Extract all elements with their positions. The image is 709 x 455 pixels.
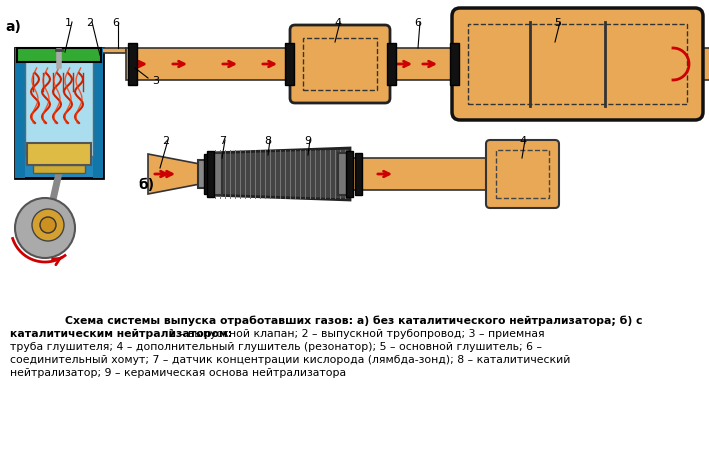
- Text: б): б): [138, 178, 154, 192]
- Bar: [338, 153, 350, 195]
- Bar: [303, 38, 377, 90]
- Bar: [450, 43, 459, 85]
- Text: 2: 2: [162, 136, 169, 146]
- Circle shape: [15, 198, 75, 258]
- Text: Схема системы выпуска отработавших газов: а) без каталитического нейтрализатора;: Схема системы выпуска отработавших газов…: [65, 316, 643, 327]
- Text: 2: 2: [86, 18, 94, 28]
- Text: 4: 4: [335, 18, 342, 28]
- Text: труба глушителя; 4 – дополнительный глушитель (резонатор); 5 – основной глушител: труба глушителя; 4 – дополнительный глуш…: [10, 342, 542, 352]
- Bar: [207, 151, 214, 197]
- Bar: [25, 56, 93, 156]
- Bar: [204, 154, 210, 194]
- Bar: [385, 48, 460, 80]
- Bar: [496, 150, 549, 198]
- Bar: [198, 160, 206, 188]
- Bar: [101, 48, 126, 53]
- Bar: [210, 153, 222, 195]
- Text: 3: 3: [152, 76, 159, 86]
- Text: а): а): [5, 20, 21, 34]
- FancyBboxPatch shape: [486, 140, 559, 208]
- Circle shape: [32, 209, 64, 241]
- Polygon shape: [210, 148, 350, 200]
- Circle shape: [40, 217, 56, 233]
- Text: 6: 6: [113, 18, 120, 28]
- Bar: [27, 143, 91, 165]
- Text: 8: 8: [264, 136, 272, 146]
- Polygon shape: [148, 154, 200, 194]
- Text: нейтрализатор; 9 – керамическая основа нейтрализатора: нейтрализатор; 9 – керамическая основа н…: [10, 368, 346, 378]
- Bar: [15, 48, 103, 178]
- Bar: [128, 43, 137, 85]
- Bar: [15, 48, 25, 178]
- Text: 4: 4: [520, 136, 527, 146]
- Text: 1: 1: [65, 18, 72, 28]
- FancyBboxPatch shape: [452, 8, 703, 120]
- Text: 1 – выпускной клапан; 2 – выпускной трубопровод; 3 – приемная: 1 – выпускной клапан; 2 – выпускной труб…: [165, 329, 545, 339]
- Text: 6: 6: [415, 18, 421, 28]
- FancyBboxPatch shape: [290, 25, 390, 103]
- Bar: [346, 151, 353, 197]
- Bar: [285, 43, 294, 85]
- Text: 9: 9: [304, 136, 311, 146]
- Bar: [350, 158, 490, 190]
- Bar: [695, 48, 709, 80]
- Bar: [126, 48, 295, 80]
- Bar: [387, 43, 396, 85]
- Bar: [93, 48, 103, 178]
- Text: 7: 7: [220, 136, 227, 146]
- Bar: [33, 165, 85, 173]
- Text: соединительный хомут; 7 – датчик концентрации кислорода (лямбда-зонд); 8 – катал: соединительный хомут; 7 – датчик концент…: [10, 355, 570, 365]
- Bar: [468, 24, 687, 104]
- Bar: [17, 48, 101, 62]
- Text: 5: 5: [554, 18, 562, 28]
- Text: каталитическим нейтрализатором:: каталитическим нейтрализатором:: [10, 329, 233, 339]
- Bar: [355, 153, 362, 195]
